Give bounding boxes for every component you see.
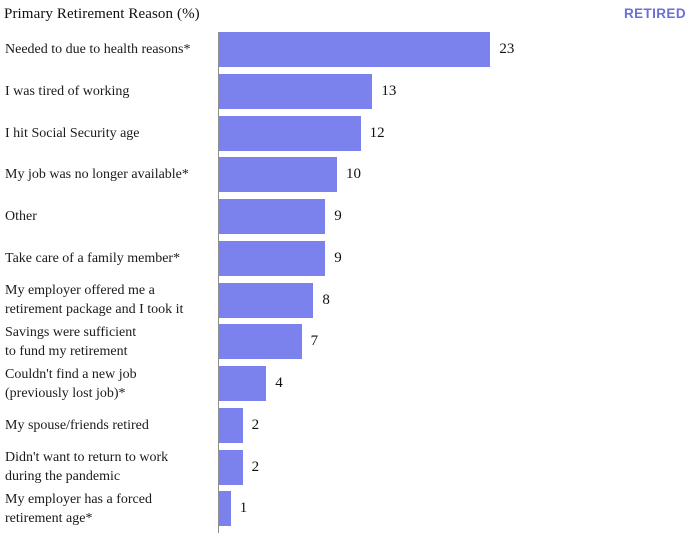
bar <box>219 32 491 67</box>
bar-label: My job was no longer available* <box>5 167 189 183</box>
bar-value: 2 <box>251 416 260 433</box>
bar-row: I was tired of working 13 <box>0 73 689 116</box>
bar-rows: Needed to due to health reasons* 23 I was … <box>0 32 689 533</box>
bar-row: My employer offered me a retirement pack… <box>0 282 689 325</box>
bar-value: 13 <box>381 82 397 99</box>
bar <box>219 73 373 109</box>
bar-row: My employer has a forced retirement age*… <box>0 491 689 533</box>
bar-value: 9 <box>334 208 342 224</box>
bar-value: 2 <box>251 458 260 475</box>
bar-label: Savings were sufficient to fund my retir… <box>5 324 137 359</box>
chart-title: Primary Retirement Reason (%) <box>4 6 200 22</box>
bar-label: I was tired of working <box>5 83 130 99</box>
bar <box>219 324 302 360</box>
bar-label: My employer offered me a retirement pack… <box>5 283 184 317</box>
bar-label: Didn't want to return to work during the… <box>5 450 169 484</box>
bar <box>219 491 231 527</box>
bar <box>219 407 243 443</box>
bar-label: Other <box>5 209 37 224</box>
bar <box>219 366 267 401</box>
bar-value: 10 <box>346 166 361 183</box>
bar <box>219 157 337 193</box>
bar-label: Needed to due to health reasons* <box>5 42 191 57</box>
bar-label: My spouse/friends retired <box>5 417 149 433</box>
bar-label: I hit Social Security age <box>5 125 140 141</box>
bar-value: 12 <box>369 124 385 141</box>
bar <box>219 240 326 276</box>
bar-row: My job was no longer available* 10 <box>0 157 689 199</box>
y-axis-line <box>218 32 219 533</box>
bar <box>219 449 243 485</box>
bar <box>219 282 314 318</box>
bar-value: 8 <box>322 291 330 308</box>
bar-value: 23 <box>499 41 515 57</box>
bar-chart: Needed to due to health reasons* 23 I was … <box>0 32 689 533</box>
bar-value: 4 <box>275 375 283 391</box>
bar <box>219 199 326 234</box>
bar-row: Didn't want to return to work during the… <box>0 449 689 492</box>
bar-row: My spouse/friends retired 2 <box>0 407 689 450</box>
retired-badge: RETIRED <box>623 6 686 21</box>
bar-label: My employer has a forced retirement age* <box>5 491 152 526</box>
bar-label: Take care of a family member* <box>5 250 181 266</box>
bar-row: Take care of a family member* 9 <box>0 240 689 283</box>
bar-row: Needed to due to health reasons* 23 <box>0 32 689 74</box>
bar-value: 7 <box>310 333 319 350</box>
bar-row: Other 9 <box>0 199 689 241</box>
bar-row: I hit Social Security age 12 <box>0 115 689 158</box>
bar <box>219 115 361 151</box>
bar-value: 9 <box>334 249 342 266</box>
bar-row: Savings were sufficient to fund my retir… <box>0 324 689 366</box>
bar-label: Couldn't find a new job (previously lost… <box>5 366 137 401</box>
bar-value: 1 <box>239 500 248 517</box>
bar-row: Couldn't find a new job (previously lost… <box>0 366 689 408</box>
